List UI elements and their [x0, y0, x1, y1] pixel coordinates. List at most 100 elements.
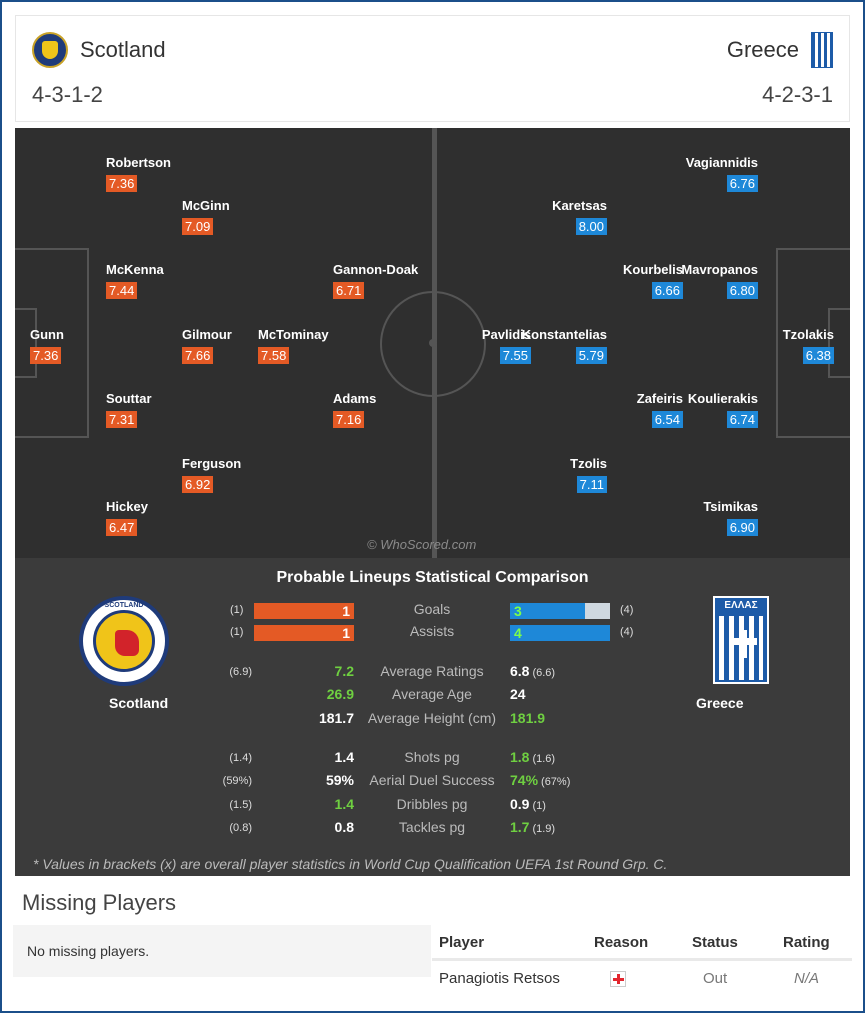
- home-player[interactable]: Ferguson 6.92: [182, 456, 241, 494]
- player-rating: 6.66: [651, 282, 683, 299]
- column-header-player[interactable]: Player: [439, 934, 485, 951]
- center-spot: [429, 339, 437, 347]
- column-header-reason[interactable]: Reason: [594, 934, 649, 951]
- missing-rating: N/A: [794, 970, 820, 987]
- scotland-crest-icon: [32, 32, 68, 68]
- player-rating: 7.36: [106, 175, 138, 192]
- away-value: 3: [514, 603, 522, 619]
- away-value: 4: [514, 625, 522, 641]
- away-player[interactable]: Koulierakis 6.74: [688, 391, 758, 429]
- away-bracket: (1.6): [532, 753, 556, 765]
- away-player[interactable]: Kourbelis 6.66: [623, 262, 683, 300]
- home-team-label[interactable]: Scotland: [109, 695, 169, 711]
- greece-flag-icon: [811, 32, 833, 68]
- home-value: 26.9: [326, 686, 354, 702]
- injury-cross-icon: [610, 971, 626, 987]
- away-player[interactable]: Mavropanos 6.80: [681, 262, 758, 300]
- player-rating: 7.66: [182, 347, 214, 364]
- home-value: 7.2: [334, 663, 354, 679]
- player-rating: 6.90: [726, 519, 758, 536]
- stat-label: Tackles pg: [398, 819, 466, 835]
- crest-text: SCOTLAND: [104, 602, 144, 609]
- away-bar: 4: [510, 625, 610, 641]
- center-circle: [380, 291, 486, 397]
- home-player[interactable]: McTominay 7.58: [258, 327, 329, 365]
- stats-comparison: Probable Lineups Statistical Comparison …: [15, 558, 850, 876]
- left-goal-area: [15, 308, 37, 378]
- stat-label: Assists: [409, 623, 455, 639]
- stat-label: Average Ratings: [380, 663, 484, 679]
- stat-label: Average Age: [392, 686, 472, 702]
- away-value: 0.9: [510, 796, 530, 812]
- away-player[interactable]: Tsimikas 6.90: [703, 499, 758, 537]
- column-header-status[interactable]: Status: [692, 934, 738, 951]
- flag-text: ΕΛΛΑΣ: [724, 600, 758, 611]
- home-player[interactable]: McGinn 7.09: [182, 198, 230, 236]
- away-player[interactable]: Konstantelias 5.79: [522, 327, 607, 365]
- player-name: Mavropanos: [681, 262, 758, 277]
- away-player[interactable]: Tzolakis 6.38: [783, 327, 834, 365]
- player-name: Vagiannidis: [685, 155, 758, 170]
- home-player[interactable]: Hickey 6.47: [106, 499, 148, 537]
- away-bracket: (6.6): [532, 667, 556, 679]
- home-player[interactable]: Gannon-Doak 6.71: [333, 262, 418, 300]
- home-player[interactable]: McKenna 7.44: [106, 262, 164, 300]
- greece-flag-icon[interactable]: ΕΛΛΑΣ: [713, 596, 769, 684]
- player-rating: 7.58: [258, 347, 290, 364]
- stat-label: Dribbles pg: [396, 796, 468, 812]
- home-player[interactable]: Gunn 7.36: [30, 327, 64, 365]
- home-bracket: (59%): [222, 775, 252, 787]
- player-rating: 7.44: [106, 282, 138, 299]
- away-team-block: Greece 4-2-3-1: [727, 32, 833, 108]
- home-bracket: (0.8): [229, 822, 252, 834]
- stat-row-avg-ratings: (6.9) 7.2 Average Ratings 6.8 (6.6): [15, 663, 850, 683]
- table-header: Player Reason Status Rating: [432, 925, 852, 961]
- away-player[interactable]: Tzolis 7.11: [570, 456, 607, 494]
- home-player[interactable]: Souttar 7.31: [106, 391, 152, 429]
- home-player[interactable]: Gilmour 7.66: [182, 327, 232, 365]
- away-player[interactable]: Karetsas 8.00: [552, 198, 607, 236]
- scotland-crest-icon[interactable]: SCOTLAND: [79, 596, 169, 686]
- table-row: Panagiotis Retsos Out N/A: [432, 961, 852, 997]
- away-bracket: (67%): [541, 776, 571, 788]
- away-player[interactable]: Vagiannidis 6.76: [686, 155, 758, 193]
- stat-row-aerial: (59%) 59% Aerial Duel Success 74% (67%): [15, 772, 850, 792]
- stats-footnote: * Values in brackets (x) are overall pla…: [33, 856, 668, 872]
- home-value: 59%: [325, 772, 354, 788]
- player-name: Konstantelias: [521, 327, 607, 342]
- stat-label: Goals: [413, 601, 451, 617]
- player-name: Karetsas: [552, 198, 607, 213]
- column-header-rating[interactable]: Rating: [783, 934, 830, 951]
- player-name: Tzolakis: [782, 327, 834, 342]
- home-value: 0.8: [334, 819, 354, 835]
- home-team-name[interactable]: Scotland: [80, 37, 166, 62]
- home-missing-players: No missing players.: [13, 925, 431, 977]
- away-bracket: (1): [532, 800, 546, 812]
- away-bar: 3: [510, 603, 610, 619]
- away-player[interactable]: Zafeiris 6.54: [637, 391, 683, 429]
- home-bracket: (1): [230, 626, 244, 638]
- away-player[interactable]: Pavlidis 7.55: [482, 327, 531, 365]
- missing-player-name[interactable]: Panagiotis Retsos: [439, 970, 560, 987]
- player-name: Kourbelis: [623, 262, 683, 277]
- home-player[interactable]: Robertson 7.36: [106, 155, 171, 193]
- missing-players-title: Missing Players: [22, 890, 177, 915]
- stat-label: Shots pg: [404, 749, 460, 765]
- player-name: Souttar: [106, 391, 152, 406]
- stat-row-avg-height: 181.7 Average Height (cm) 181.9: [15, 710, 850, 730]
- player-rating: 7.36: [30, 347, 62, 364]
- away-team-name[interactable]: Greece: [726, 37, 799, 62]
- away-team-label[interactable]: Greece: [696, 695, 744, 711]
- away-value: 6.8: [510, 663, 530, 679]
- player-rating: 5.79: [575, 347, 607, 364]
- home-bar: 1: [254, 625, 354, 641]
- player-name: Gilmour: [182, 327, 232, 342]
- home-player[interactable]: Adams 7.16: [333, 391, 376, 429]
- home-value: 181.7: [318, 710, 354, 726]
- left-penalty-box: [15, 248, 89, 438]
- flag-stripes: [719, 616, 763, 680]
- player-rating: 6.74: [726, 411, 758, 428]
- player-rating: 7.11: [576, 476, 607, 493]
- home-team-block: Scotland 4-3-1-2: [32, 32, 166, 108]
